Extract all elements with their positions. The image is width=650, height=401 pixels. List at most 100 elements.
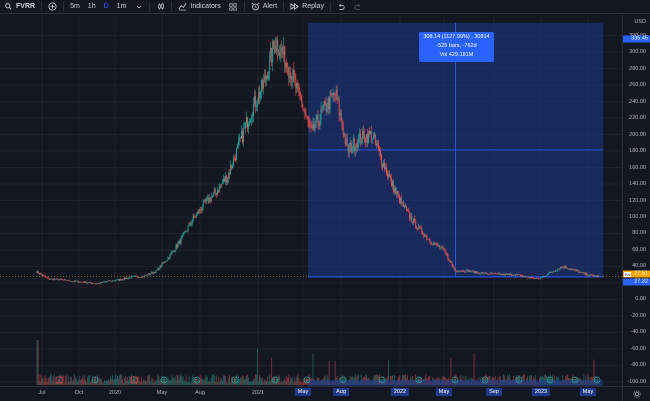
price-scale[interactable]: USD 320.00300.00280.00260.00240.00220.00… xyxy=(622,15,650,386)
volume-bar xyxy=(69,377,71,385)
divider xyxy=(243,2,245,11)
candle-body xyxy=(46,277,48,279)
replay-button[interactable]: Replay xyxy=(286,0,328,14)
interval-d[interactable]: D xyxy=(103,3,109,10)
candle-body xyxy=(114,280,116,282)
candle-body xyxy=(367,130,369,144)
candle-body xyxy=(546,275,548,277)
dividend-badge: D xyxy=(571,376,579,384)
candle-body xyxy=(37,270,39,274)
volume-bar xyxy=(203,379,205,385)
candle-body xyxy=(258,92,260,103)
candle-body xyxy=(478,273,480,275)
interval-5m[interactable]: 5m xyxy=(70,3,80,10)
candle-body xyxy=(444,249,446,252)
chart-pane[interactable]: E E D D D D D D D D D D D D D D D 308.14 (1127.99%) , 30… xyxy=(0,15,622,398)
candle-body xyxy=(216,190,218,195)
candle-body xyxy=(473,271,475,274)
volume-bar xyxy=(290,377,292,385)
candle-body xyxy=(304,111,306,115)
undo-button[interactable] xyxy=(333,0,350,14)
candle-body xyxy=(400,197,402,204)
interval-1h[interactable]: 1h xyxy=(87,3,96,10)
candle-body xyxy=(157,267,159,270)
candle-body xyxy=(315,118,317,128)
volume-bar xyxy=(171,375,173,385)
candle-body xyxy=(412,221,414,223)
volume-bar xyxy=(376,374,377,385)
candle-body xyxy=(223,179,225,182)
candle-body xyxy=(70,281,72,283)
candle-body xyxy=(41,274,43,276)
candle-body xyxy=(224,176,226,182)
price-label: -80.00 xyxy=(630,362,646,369)
dividend-badge: D xyxy=(231,376,239,384)
volume-bar xyxy=(516,374,517,385)
volume-bar xyxy=(379,374,380,385)
candle-body xyxy=(302,107,304,110)
candle-body xyxy=(492,273,494,275)
candle-body xyxy=(204,199,206,202)
candle-body xyxy=(515,274,516,276)
candle-body xyxy=(293,70,295,77)
volume-bar xyxy=(149,375,151,385)
candle-body xyxy=(151,272,153,274)
badge-letter: D xyxy=(548,378,552,383)
candle-body xyxy=(203,199,205,202)
symbol-search[interactable]: FVRR xyxy=(0,0,39,14)
candle-body xyxy=(321,108,323,110)
price-chart[interactable]: E ED D D D D D D D D D D D D D D xyxy=(0,15,622,386)
indicators-icon xyxy=(178,2,187,11)
settings-button[interactable] xyxy=(622,386,650,401)
candle-body xyxy=(153,272,155,274)
candle-body xyxy=(375,135,376,144)
candle-body xyxy=(297,83,299,85)
candle-body xyxy=(73,280,75,282)
candle-body xyxy=(309,124,311,127)
volume-bar xyxy=(60,381,62,385)
volume-bar xyxy=(294,376,296,385)
volume-bar xyxy=(303,377,305,385)
candle-body xyxy=(540,277,542,279)
alert-button[interactable]: Alert xyxy=(247,0,281,14)
price-label: 300.00 xyxy=(629,49,646,56)
volume-bar xyxy=(265,381,267,385)
dividend-badge: D xyxy=(91,376,99,384)
candle-body xyxy=(143,276,145,277)
candle-body xyxy=(570,268,572,270)
volume-bar xyxy=(152,378,154,385)
volume-bar xyxy=(191,377,193,385)
candle-body xyxy=(386,167,387,174)
candle-body xyxy=(80,281,82,283)
volume-bar xyxy=(158,376,160,385)
candle-body xyxy=(121,279,123,281)
candle-body xyxy=(438,245,440,247)
candle-body xyxy=(187,225,189,231)
interval-dropdown[interactable] xyxy=(130,0,147,14)
chart-type-button[interactable] xyxy=(152,0,169,14)
volume-bar xyxy=(169,379,171,385)
candle-body xyxy=(112,280,114,282)
redo-button[interactable] xyxy=(350,0,367,14)
volume-bar xyxy=(182,375,184,385)
templates-button[interactable] xyxy=(225,0,242,14)
compare-button[interactable] xyxy=(44,0,61,14)
currency-label[interactable]: USD xyxy=(634,19,646,25)
volume-bar xyxy=(162,381,164,385)
volume-bar xyxy=(154,379,156,385)
indicators-button[interactable]: Indicators xyxy=(174,0,224,14)
candle-body xyxy=(351,148,353,153)
candle-body xyxy=(571,269,573,270)
candle-body xyxy=(499,274,501,275)
candle-body xyxy=(208,197,210,203)
measure-change: 308.14 (1127.99%) , 30814 xyxy=(423,34,490,40)
candle-body xyxy=(539,278,541,280)
candle-body xyxy=(482,272,484,274)
candle-body xyxy=(567,268,569,270)
interval-1m[interactable]: 1m xyxy=(116,3,127,10)
candle-body xyxy=(576,270,578,271)
volume-bar xyxy=(214,381,216,385)
volume-bar xyxy=(201,378,203,385)
volume-bar xyxy=(197,378,199,385)
time-scale[interactable]: Jul Oct 2020 May Aug 2021 May Aug 2022 May Sep 2023… xyxy=(0,386,622,401)
